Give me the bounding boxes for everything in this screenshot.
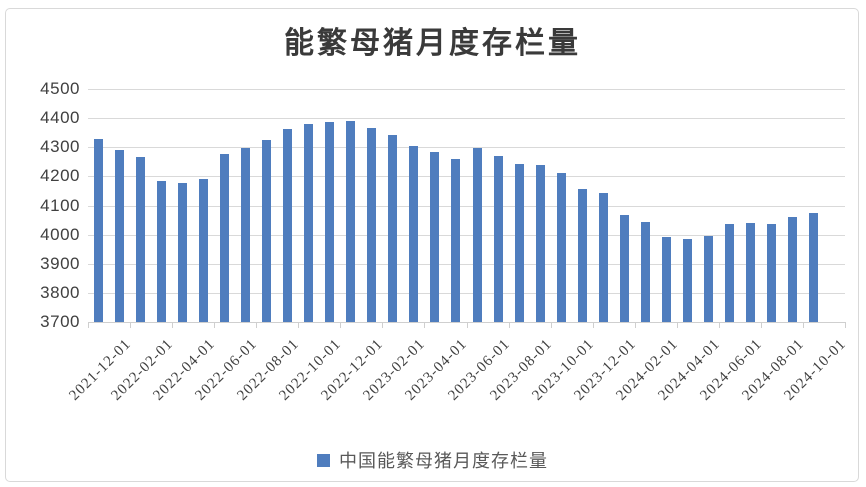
- bar: [619, 215, 629, 322]
- x-axis-tick: [634, 322, 636, 328]
- bar: [661, 236, 671, 322]
- bar: [535, 164, 545, 322]
- x-axis-tick: [256, 322, 258, 328]
- bar: [577, 188, 587, 322]
- bar: [598, 193, 608, 322]
- bar: [745, 222, 755, 322]
- y-axis-tick-label: 4200: [40, 166, 80, 186]
- bar: [157, 180, 167, 322]
- x-axis-tick: [298, 322, 300, 328]
- bar: [787, 216, 797, 322]
- x-axis-tick: [466, 322, 468, 328]
- y-gridline: [88, 176, 845, 178]
- y-axis-tick-label: 4100: [40, 195, 80, 215]
- bar: [514, 164, 524, 322]
- legend-color-swatch-icon: [317, 453, 330, 467]
- bar: [346, 121, 356, 322]
- bar: [94, 138, 103, 322]
- bar: [262, 140, 272, 322]
- bar: [556, 173, 566, 322]
- bar: [199, 178, 209, 322]
- x-axis-tick: [592, 322, 594, 328]
- legend-label: 中国能繁母猪月度存栏量: [339, 451, 548, 471]
- x-axis-tick: [88, 322, 89, 328]
- y-gridline: [88, 263, 845, 265]
- plot-area: [88, 89, 846, 328]
- x-axis-tick: [845, 322, 846, 328]
- bar: [325, 121, 335, 322]
- bar: [493, 155, 503, 322]
- bar: [136, 156, 146, 322]
- y-axis-tick-label: 4300: [40, 137, 80, 157]
- bar: [388, 134, 398, 322]
- x-axis-tick: [760, 322, 762, 328]
- bar: [304, 124, 314, 322]
- bar: [808, 213, 818, 322]
- x-axis-tick: [802, 322, 804, 328]
- x-axis-tick: [130, 322, 132, 328]
- y-gridline: [88, 147, 845, 149]
- y-gridline: [88, 118, 845, 120]
- bar: [367, 127, 377, 322]
- x-axis-tick: [340, 322, 342, 328]
- bar: [724, 223, 734, 322]
- bar: [766, 224, 776, 322]
- bar: [451, 159, 461, 322]
- x-axis-tick: [508, 322, 510, 328]
- legend: 中国能繁母猪月度存栏量: [5, 447, 860, 473]
- bar: [682, 238, 692, 322]
- bar: [703, 235, 713, 322]
- bar: [241, 147, 251, 322]
- x-axis-tick: [676, 322, 678, 328]
- y-gridline: [88, 89, 845, 90]
- bar: [178, 183, 188, 322]
- y-gridline: [88, 205, 845, 207]
- chart-title: 能繁母猪月度存栏量: [284, 27, 581, 60]
- y-axis-tick-label: 3900: [40, 253, 80, 273]
- x-axis-tick: [424, 322, 426, 328]
- y-axis-tick-label: 4500: [40, 79, 80, 98]
- bar: [472, 148, 482, 322]
- x-axis-tick: [172, 322, 174, 328]
- bar: [283, 129, 293, 322]
- bar: [430, 151, 440, 322]
- bar: [640, 222, 650, 322]
- x-axis-tick: [382, 322, 384, 328]
- x-axis-tick: [214, 322, 216, 328]
- bar: [409, 145, 419, 322]
- x-axis-tick: [550, 322, 552, 328]
- x-axis-tick: [718, 322, 720, 328]
- y-axis-tick-label: 3800: [40, 282, 80, 302]
- bar: [115, 150, 125, 322]
- bar: [220, 153, 230, 322]
- y-axis-tick-label: 4000: [40, 224, 80, 244]
- y-gridline: [88, 234, 845, 236]
- y-axis-tick-label: 3700: [40, 312, 80, 331]
- y-axis-tick-label: 4400: [40, 108, 80, 128]
- y-gridline: [88, 292, 845, 294]
